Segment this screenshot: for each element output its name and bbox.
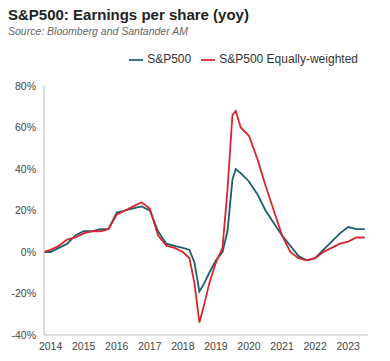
svg-text:2019: 2019	[204, 340, 228, 352]
svg-text:2022: 2022	[303, 340, 327, 352]
html-text:Source: Bloomberg and Santande: Source: Bloomberg and Santander AM	[8, 25, 188, 37]
svg-text:2023: 2023	[336, 340, 360, 352]
svg-text:2021: 2021	[270, 340, 294, 352]
svg-text:2018: 2018	[171, 340, 195, 352]
svg-text:2017: 2017	[138, 340, 162, 352]
svg-text:2015: 2015	[72, 340, 96, 352]
svg-text:80%: 80%	[15, 80, 36, 92]
html-text:S&P500 Equally-weighted: S&P500 Equally-weighted	[219, 52, 358, 66]
html-text:S&P500: Earnings per share (yo: S&P500: Earnings per share (yoy)	[8, 6, 249, 23]
html-text:S&P500: S&P500	[147, 52, 192, 66]
svg-text:40%: 40%	[15, 163, 36, 175]
svg-text:-20%: -20%	[11, 287, 36, 299]
svg-text:2016: 2016	[105, 340, 129, 352]
svg-text:60%: 60%	[15, 121, 36, 133]
svg-text:0%: 0%	[21, 246, 36, 258]
svg-text:-40%: -40%	[11, 329, 36, 341]
svg-text:2014: 2014	[39, 340, 63, 352]
svg-text:20%: 20%	[15, 204, 36, 216]
svg-text:2020: 2020	[237, 340, 261, 352]
